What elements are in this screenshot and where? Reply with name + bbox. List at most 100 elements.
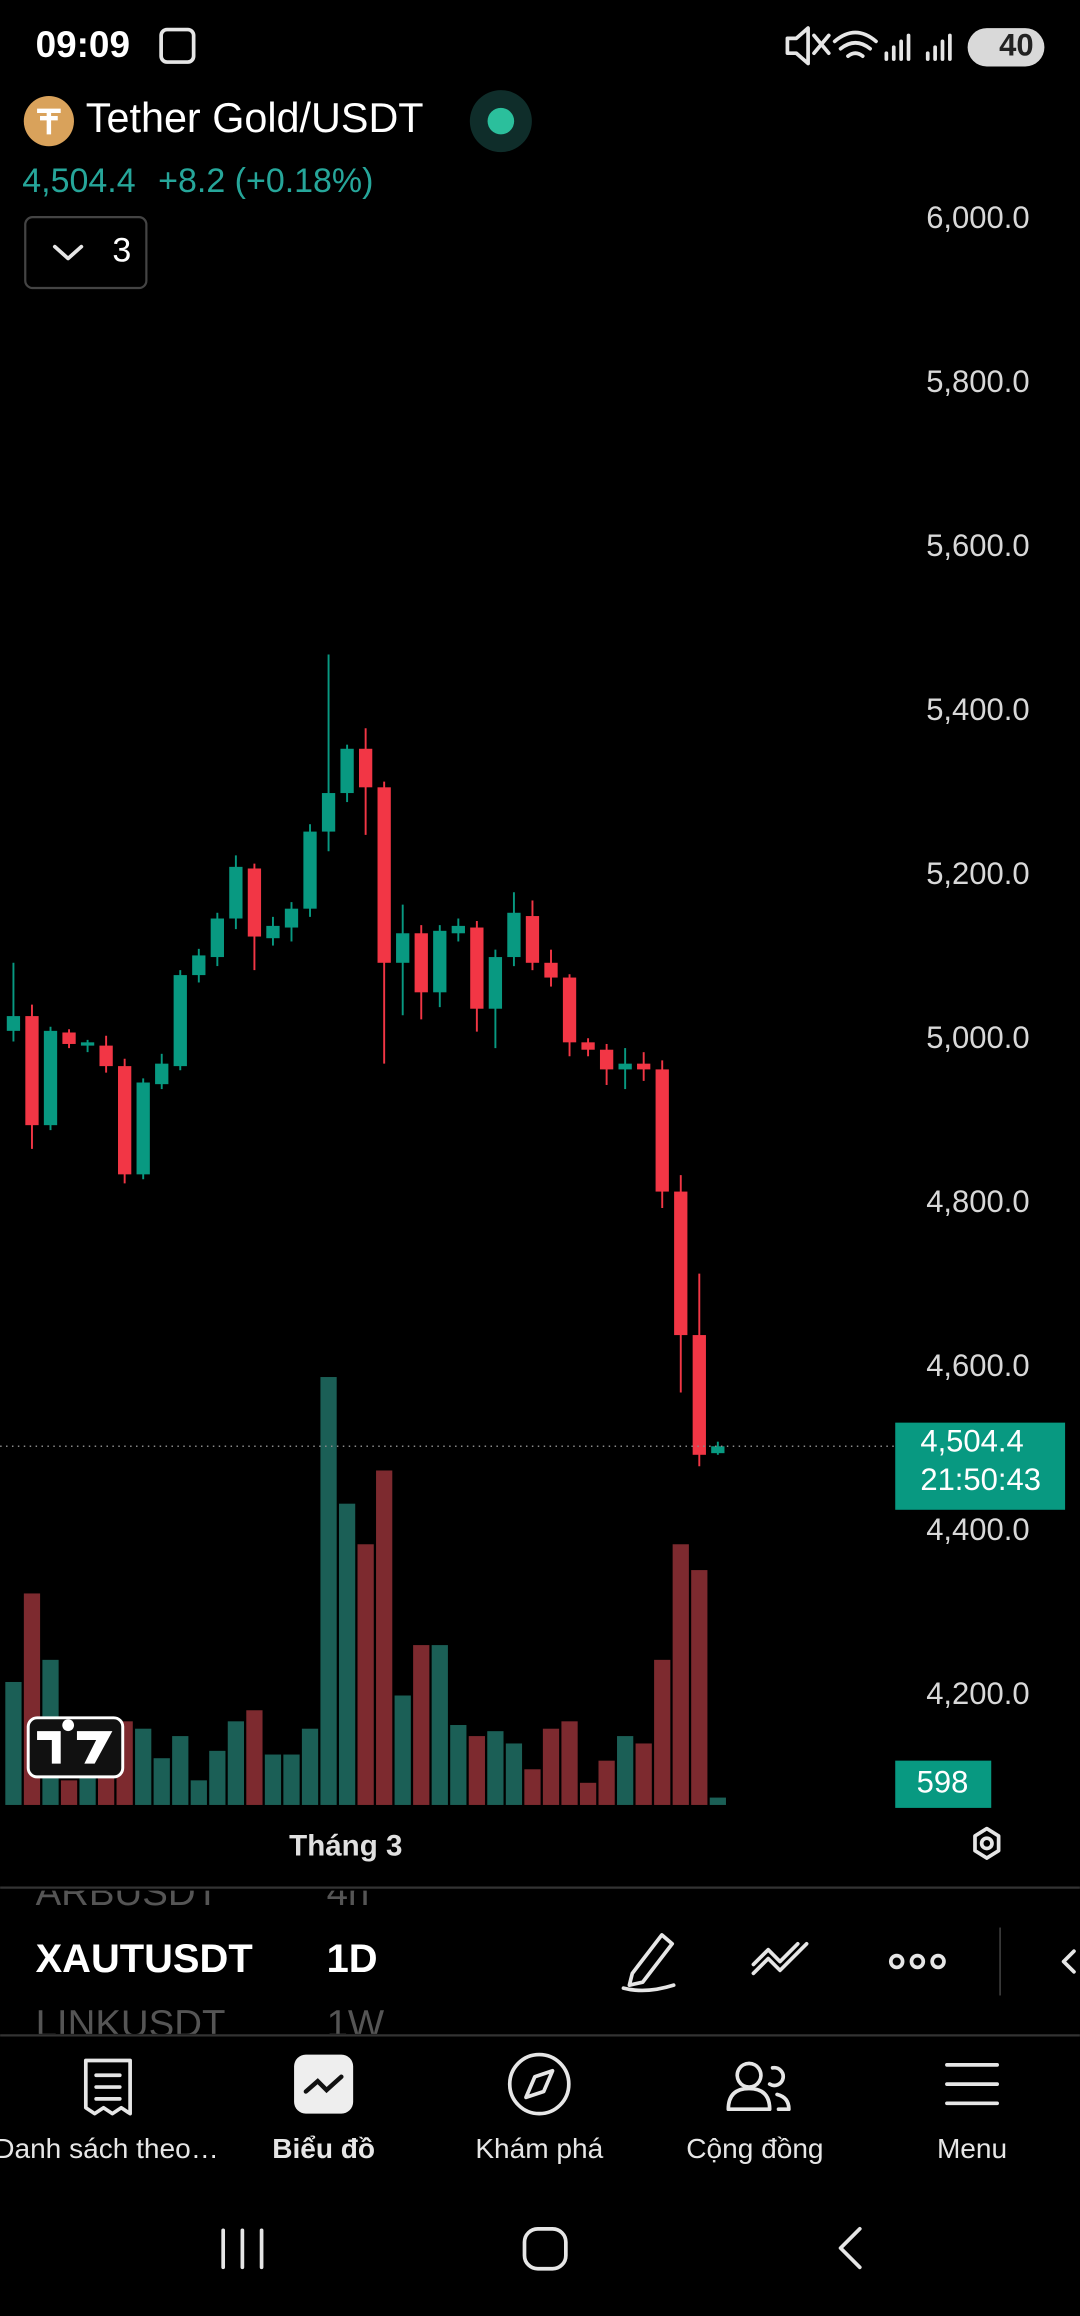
volume-bar [617,1736,634,1805]
nav-label[interactable]: Cộng đồng [686,2133,823,2164]
candle-body [396,933,410,963]
market-status-dot [487,107,515,135]
volume-bar [709,1797,726,1805]
volume-bar [672,1544,689,1805]
volume-bar [561,1721,578,1805]
battery [967,28,1045,67]
community-icon[interactable] [726,2061,791,2112]
volume-bar [487,1731,504,1805]
volume-bar [394,1695,411,1805]
settings-icon[interactable] [973,1826,1001,1860]
menu-icon[interactable] [945,2063,999,2106]
nav-label[interactable]: Danh sách theo… [0,2133,219,2164]
volume-bar [320,1377,337,1805]
candle-body [599,1049,614,1070]
header-change: +8.2 (+0.18%) [158,162,373,200]
volume-bar [468,1736,485,1805]
interval[interactable]: 4h [327,1871,370,1915]
candle-body [136,1082,150,1175]
line-tool[interactable] [751,1941,809,1976]
y-tick-label: 4,800.0 [926,1184,1029,1219]
chevron [52,244,84,261]
volume-bar [172,1736,189,1805]
draw-tool[interactable] [621,1933,676,1993]
candle-body [637,1063,651,1070]
recents-button[interactable] [221,2228,264,2270]
volume-bar [524,1769,541,1805]
candle-body [544,962,558,978]
header-price: 4,504.4 [22,162,135,200]
volume-bar [542,1728,560,1805]
candle-body [6,1016,21,1031]
price-axis: 4,200.0 4,400.0 4,600.0 4,800.0 5,000.0 5,200… [926,200,1029,1711]
battery-level: 40 [999,27,1033,62]
candle-body [562,977,577,1043]
tv-logo [26,1716,125,1779]
home-button[interactable] [522,2227,568,2271]
symbol-list[interactable]: ARBUSDT 4h XAUTUSDT 1D LINKUSDT 1W [36,1871,385,2045]
chart-area [5,654,726,1805]
candle-body [247,868,262,937]
candle-body [284,908,299,928]
settings-icon-center [979,1836,994,1851]
volume-bar [413,1645,430,1805]
y-tick-label: 4,600.0 [926,1348,1029,1383]
watchlist-icon[interactable] [83,2058,132,2116]
last-price-box [895,1422,1066,1510]
candle-body [229,866,243,919]
volume-bar [246,1710,263,1805]
symbol[interactable]: XAUTUSDT [36,1937,253,1981]
volume-bar [654,1659,671,1805]
volume-label-box [895,1760,992,1808]
interval[interactable]: 1W [327,2003,385,2046]
y-tick-label: 4,200.0 [926,1676,1029,1711]
candle-body [192,955,206,976]
nav-label[interactable]: Menu [937,2133,1007,2164]
interval[interactable]: 1D [327,1937,378,1981]
candle-body [118,1066,132,1175]
candle-body [692,1335,706,1455]
candle-body [525,916,540,963]
more-button[interactable] [888,1953,946,1970]
candle-body [340,748,354,794]
volume-bar [338,1503,356,1805]
candle-body [711,1446,725,1454]
countdown: 21:50:43 [920,1462,1041,1497]
volume-bar [635,1743,652,1805]
volume-bar [79,1772,96,1805]
candle-body [488,957,503,1009]
volume-bar [431,1645,448,1805]
y-tick-label: 5,800.0 [926,364,1029,399]
volume-bar [301,1728,319,1805]
nav-label[interactable]: Khám phá [475,2133,603,2164]
symbol-title[interactable]: Tether Gold/USDT [86,95,424,141]
explore-icon-needle [524,2068,555,2100]
candle-body [303,831,317,909]
candle-body [507,912,521,958]
volume-bar [450,1725,467,1805]
volume-bar [598,1760,615,1805]
screenshot-icon [159,27,196,64]
expand-arrow[interactable] [1061,1949,1076,1974]
symbol[interactable]: ARBUSDT [36,1871,219,1915]
back-button[interactable] [838,2227,862,2270]
volume-bar [190,1780,207,1805]
y-tick-label: 4,400.0 [926,1512,1029,1547]
candle-body [43,1030,58,1126]
candle-body [470,927,484,1009]
explore-icon[interactable] [507,2052,571,2116]
status-time: 09:09 [36,24,130,65]
candle-body [451,925,465,934]
x-axis-label: Tháng 3 [289,1830,402,1863]
symbol[interactable]: LINKUSDT [36,2003,226,2046]
volume-bar [60,1780,78,1805]
candle-body [655,1069,669,1192]
indicators-button[interactable] [24,216,148,290]
volume-bar [579,1782,597,1805]
nav-label[interactable]: Biểu đồ [272,2133,375,2164]
y-tick-label: 5,000.0 [926,1020,1029,1055]
candle-body [99,1045,113,1067]
y-tick-label: 6,000.0 [926,200,1029,235]
indicators-count: 3 [112,232,131,270]
